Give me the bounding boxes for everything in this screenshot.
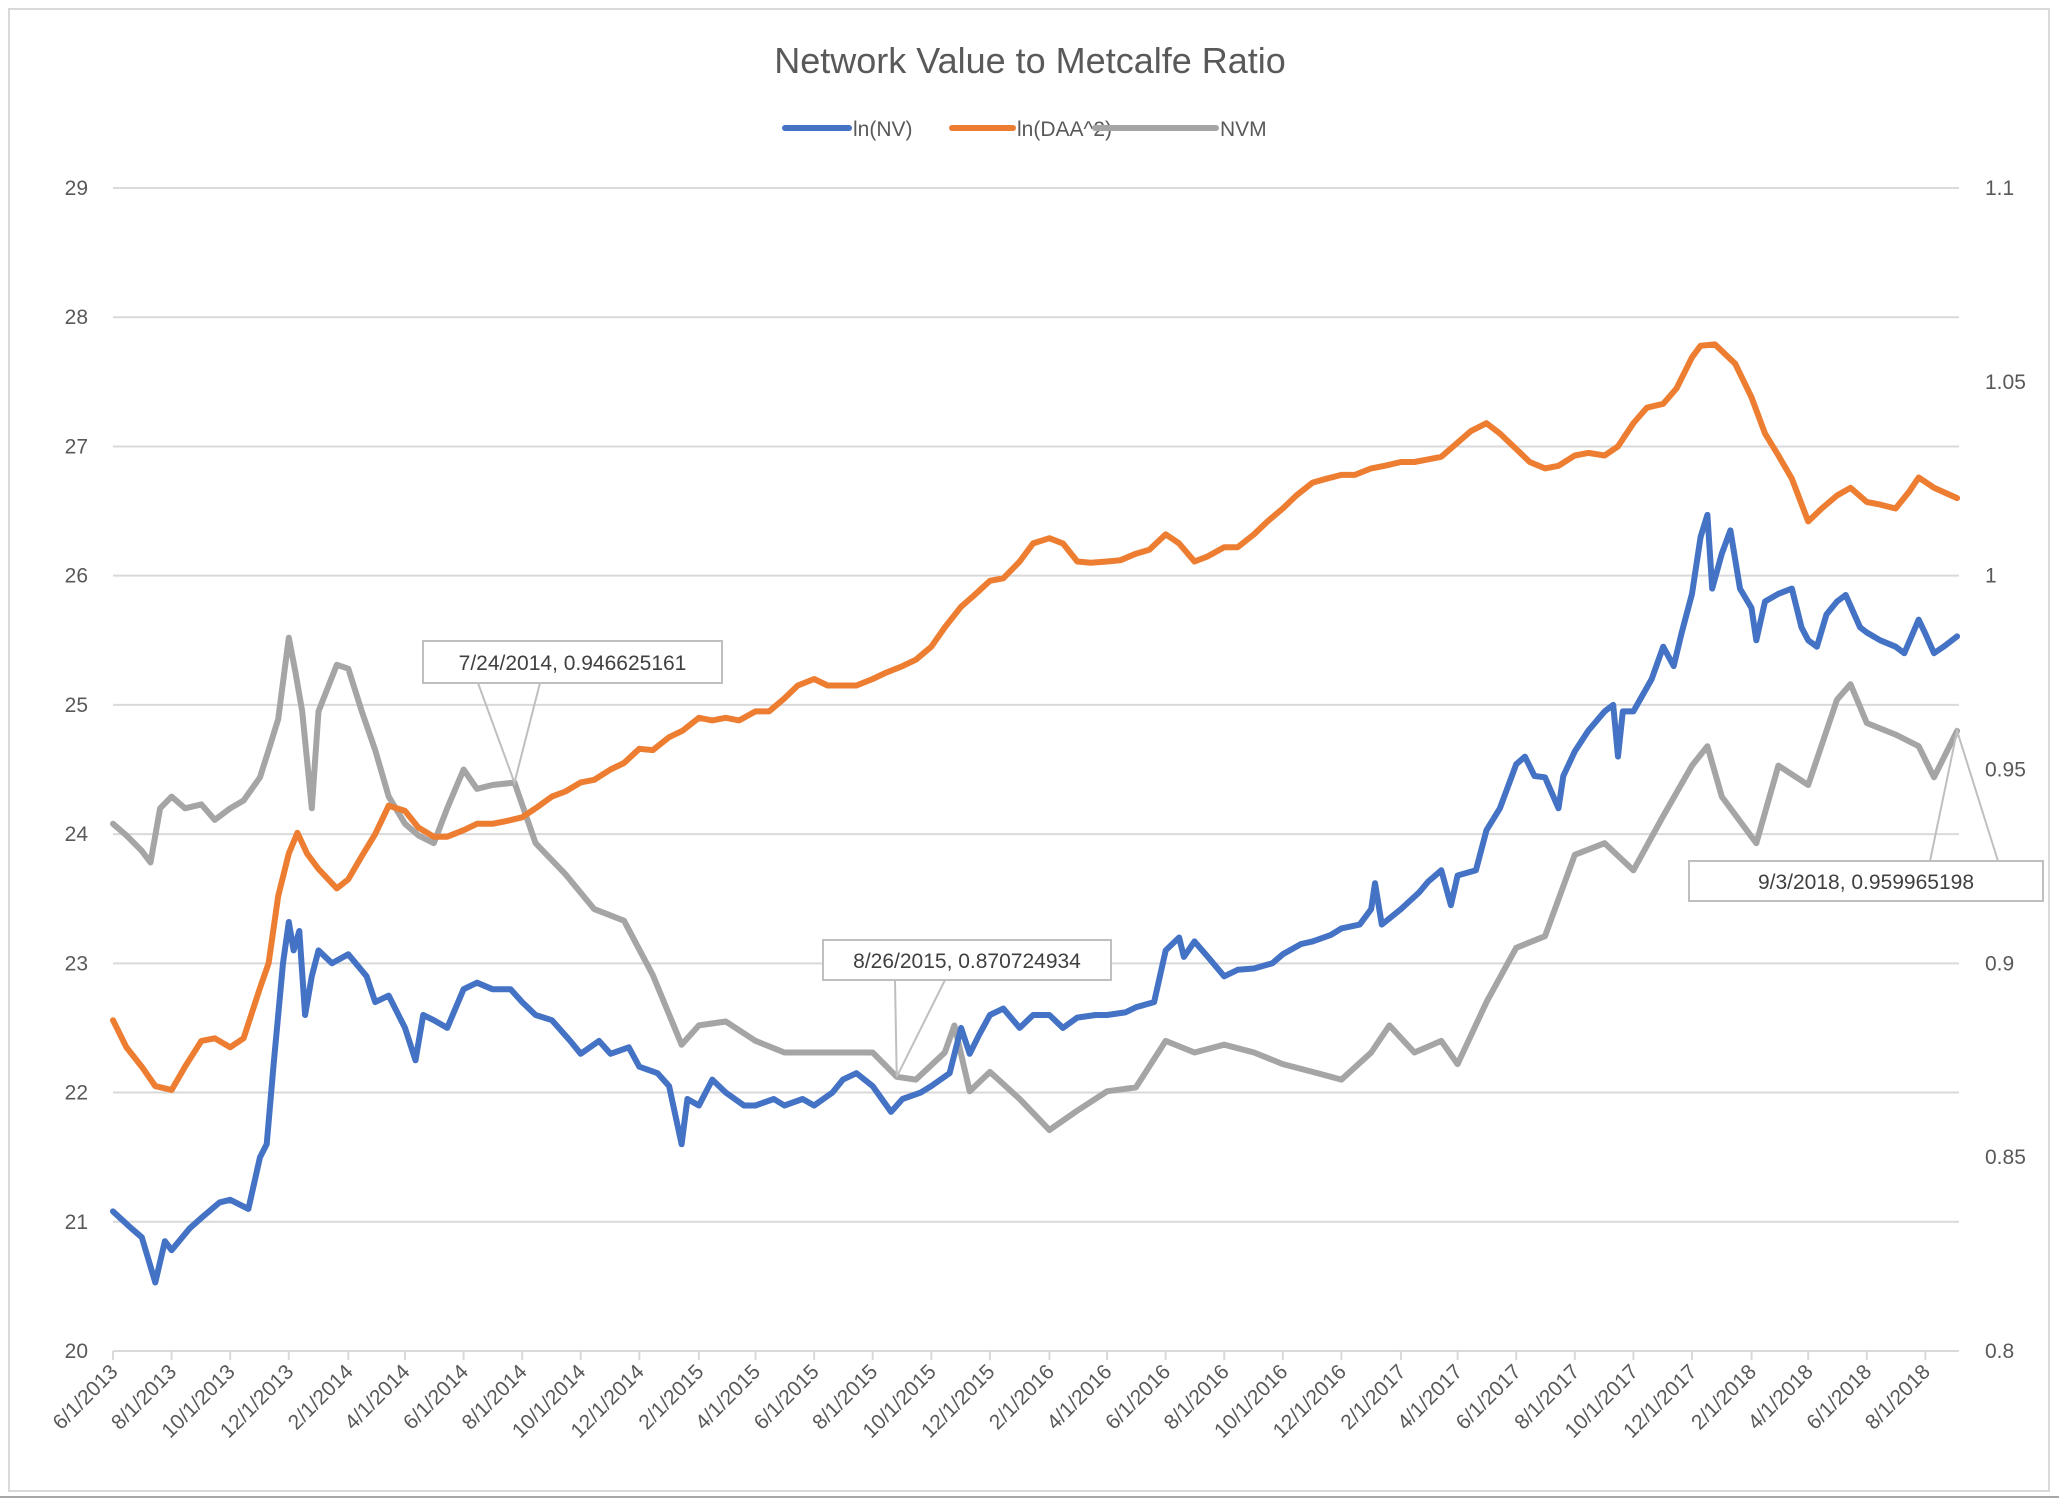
y-left-tick-label: 23 [65, 952, 88, 975]
callout-box [822, 939, 1112, 981]
series-line-ln-nv [110, 511, 1961, 1286]
y-right-tick-label: 0.85 [1985, 1146, 2026, 1169]
callout: 7/24/2014, 0.946625161 [422, 640, 723, 786]
callout-label: 9/3/2018, 0.959965198 [1758, 871, 1974, 894]
callout-pointer [477, 682, 541, 786]
y-left-tick-label: 26 [65, 565, 88, 588]
y-right-tick-label: 0.8 [1985, 1340, 2014, 1363]
y-right-tick-label: 1.1 [1985, 177, 2014, 200]
y-axis-left: 20 21 22 23 24 25 26 27 28 29 [65, 177, 89, 1363]
legend-label: ln(DAA^2) [1017, 118, 1112, 141]
series-group [110, 341, 1961, 1286]
callout-pointer [894, 979, 946, 1078]
legend: ln(NV) ln(DAA^2) NVM [782, 118, 1267, 141]
callout: 9/3/2018, 0.959965198 [1688, 726, 2044, 902]
callout-pointer [1929, 726, 1999, 862]
callout-box [422, 640, 723, 684]
legend-label: ln(NV) [853, 118, 913, 141]
y-left-tick-label: 29 [65, 177, 88, 200]
data-callouts: 7/24/2014, 0.946625161 8/26/2015, 0.87072… [422, 640, 2044, 1078]
y-left-tick-label: 25 [65, 694, 88, 717]
series-line-nvm [110, 634, 1961, 1133]
y-left-tick-label: 28 [65, 306, 88, 329]
y-right-tick-label: 1.05 [1985, 371, 2026, 394]
x-tick-label: 8/1/2018 [1861, 1360, 1935, 1434]
y-left-tick-label: 21 [65, 1211, 88, 1234]
callout: 8/26/2015, 0.870724934 [822, 939, 1112, 1078]
y-axis-right: 0.8 0.85 0.9 0.95 1 1.05 1.1 [1985, 177, 2026, 1363]
y-left-tick-label: 22 [65, 1082, 88, 1105]
y-left-tick-label: 27 [65, 435, 88, 458]
callout-label: 7/24/2014, 0.946625161 [459, 652, 687, 675]
callout-label: 8/26/2015, 0.870724934 [853, 950, 1081, 973]
x-axis: 6/1/20138/1/201310/1/201312/1/20132/1/20… [48, 1351, 1935, 1443]
legend-label: NVM [1220, 118, 1267, 141]
y-right-tick-label: 0.95 [1985, 759, 2026, 782]
gridlines [113, 187, 1959, 1352]
chart-title: Network Value to Metcalfe Ratio [774, 40, 1286, 81]
y-left-tick-label: 24 [65, 823, 89, 846]
y-left-tick-label: 20 [65, 1340, 88, 1363]
window-edge [0, 1496, 2059, 1498]
callout-box [1688, 860, 2044, 902]
y-right-tick-label: 0.9 [1985, 952, 2014, 975]
y-right-tick-label: 1 [1985, 565, 1997, 588]
